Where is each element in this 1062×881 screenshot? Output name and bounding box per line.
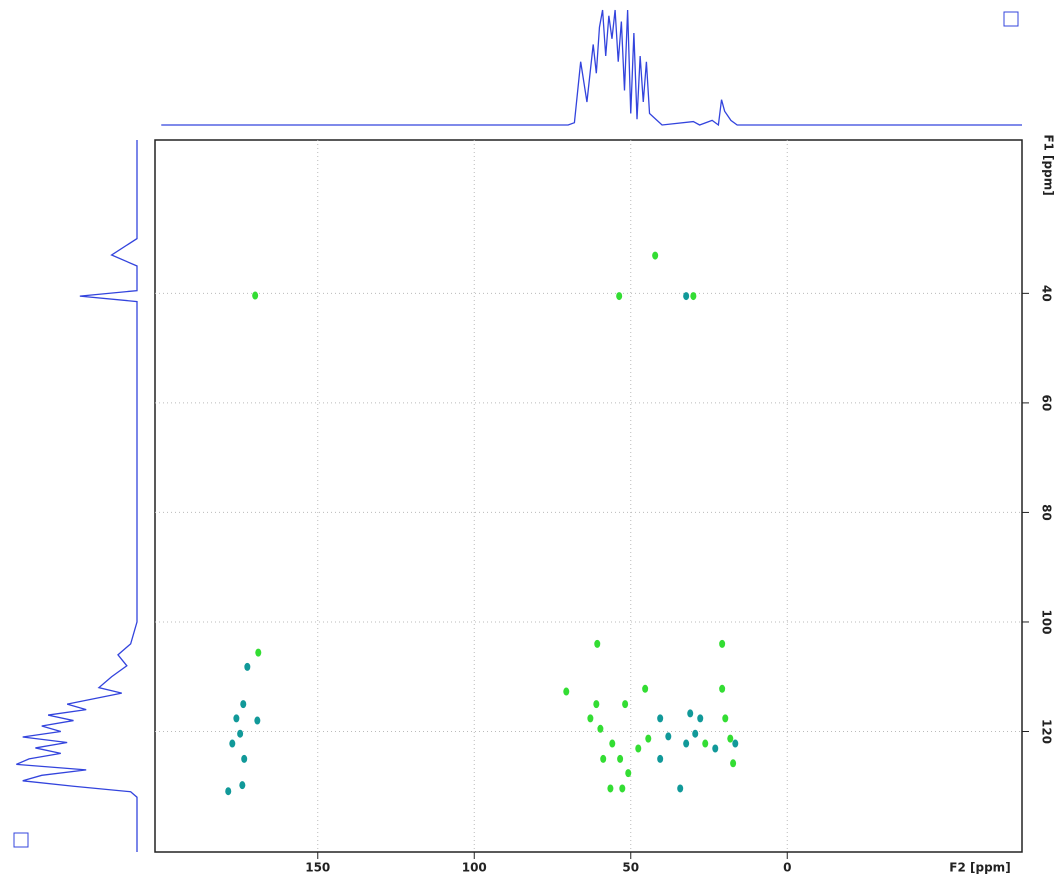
cross-peak bbox=[712, 744, 719, 753]
cross-peak bbox=[229, 739, 236, 748]
corner-icon[interactable] bbox=[13, 832, 29, 848]
cross-peak bbox=[687, 709, 694, 718]
cross-peak bbox=[240, 700, 247, 709]
cross-peak bbox=[225, 787, 232, 796]
cross-peak bbox=[255, 648, 262, 657]
cross-peak bbox=[719, 684, 726, 693]
cross-peak bbox=[617, 754, 624, 763]
cross-peak bbox=[652, 251, 659, 260]
cross-peak bbox=[732, 739, 739, 748]
cross-peak bbox=[593, 700, 600, 709]
f2-projection bbox=[161, 9, 1022, 127]
cross-peak bbox=[233, 714, 240, 723]
cross-peak bbox=[657, 714, 664, 723]
cross-peak bbox=[594, 639, 601, 648]
cross-peak bbox=[730, 759, 737, 768]
y-axis-label: F1 [ppm] bbox=[1042, 134, 1056, 195]
x-axis-label: F2 [ppm] bbox=[949, 861, 1010, 875]
cross-peak bbox=[645, 734, 652, 743]
cross-peak bbox=[616, 292, 623, 301]
cross-peak bbox=[625, 769, 632, 778]
cross-peak bbox=[563, 687, 570, 696]
cross-peak bbox=[597, 724, 604, 733]
cross-peak bbox=[692, 729, 699, 738]
cross-peak bbox=[239, 781, 246, 790]
cross-peak bbox=[622, 700, 629, 709]
cross-peak bbox=[635, 744, 642, 753]
cross-peak bbox=[657, 754, 664, 763]
cross-peak bbox=[665, 732, 672, 741]
cross-peak bbox=[677, 784, 684, 793]
x-tick-label: 100 bbox=[462, 861, 487, 875]
cross-peak bbox=[600, 754, 607, 763]
x-tick-label: 150 bbox=[305, 861, 330, 875]
y-tick-label: 60 bbox=[1040, 395, 1054, 412]
cross-peak bbox=[244, 662, 251, 671]
cross-peak bbox=[607, 784, 614, 793]
y-tick-label: 100 bbox=[1040, 609, 1054, 634]
cross-peak bbox=[727, 734, 734, 743]
y-tick-label: 80 bbox=[1040, 504, 1054, 521]
cross-peak bbox=[690, 292, 697, 301]
cross-peak bbox=[241, 754, 248, 763]
plot-frame bbox=[154, 139, 1023, 853]
cross-peak bbox=[587, 714, 594, 723]
x-tick-label: 0 bbox=[783, 861, 791, 875]
y-tick-label: 120 bbox=[1040, 719, 1054, 744]
cross-peak bbox=[683, 739, 690, 748]
cross-peak bbox=[254, 716, 261, 725]
corner-icon[interactable] bbox=[1003, 11, 1019, 27]
cross-peak bbox=[252, 291, 259, 300]
cross-peak bbox=[619, 784, 626, 793]
cross-peak bbox=[609, 739, 616, 748]
cross-peak bbox=[237, 729, 244, 738]
cross-peak bbox=[702, 739, 709, 748]
cross-peak bbox=[719, 639, 726, 648]
y-tick-label: 40 bbox=[1040, 285, 1054, 302]
f1-projection bbox=[16, 140, 138, 852]
x-tick-label: 50 bbox=[622, 861, 639, 875]
cross-peak bbox=[683, 292, 690, 301]
cross-peak bbox=[642, 684, 649, 693]
cross-peak bbox=[722, 714, 729, 723]
cross-peak bbox=[697, 714, 704, 723]
